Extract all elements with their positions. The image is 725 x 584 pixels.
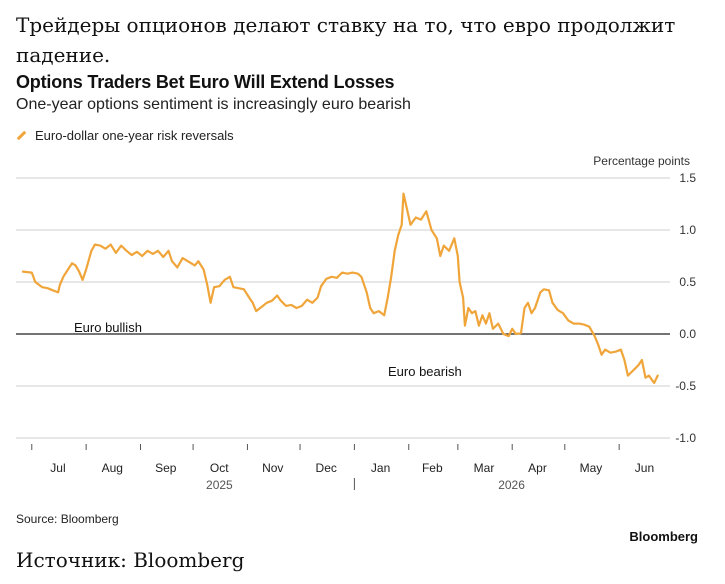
- x-tick-label: Oct: [210, 461, 229, 475]
- series-line-risk-reversals: [21, 192, 659, 384]
- x-tick-label: Aug: [102, 461, 123, 475]
- legend-label: Euro-dollar one-year risk reversals: [35, 128, 234, 143]
- chart-title: Options Traders Bet Euro Will Extend Los…: [16, 72, 395, 92]
- bloomberg-logo: Bloomberg: [629, 529, 698, 544]
- translated-source: Источник: Bloomberg: [16, 548, 245, 572]
- y-tick-label: 1.5: [679, 171, 696, 185]
- y-tick-label: 0.0: [679, 327, 696, 341]
- source-note: Source: Bloomberg: [16, 512, 119, 526]
- x-tick-label: May: [580, 461, 603, 475]
- legend: Euro-dollar one-year risk reversals: [16, 128, 234, 143]
- y-tick-label: 1.0: [679, 223, 696, 237]
- x-tick-label: Nov: [262, 461, 283, 475]
- x-tick-label: Sep: [155, 461, 177, 475]
- line-chart: 1.5 1.0 0.5 0.0 -0.5 -1.0 Jul Aug Sep Oct Nov Dec Ja…: [16, 171, 696, 492]
- x-tick-label: Jan: [371, 461, 390, 475]
- x-tick-label: Jun: [635, 461, 654, 475]
- year-label: 2026: [498, 478, 525, 492]
- year-label: 2025: [206, 478, 233, 492]
- annotation-euro-bearish: Euro bearish: [388, 364, 462, 379]
- x-tick-label: Apr: [528, 461, 547, 475]
- y-tick-label: -1.0: [675, 431, 696, 445]
- x-tick-label: Feb: [422, 461, 443, 475]
- annotation-euro-bullish: Euro bullish: [74, 320, 142, 335]
- y-tick-label: -0.5: [675, 379, 696, 393]
- x-tick-label: Mar: [474, 461, 495, 475]
- y-tick-label: 0.5: [679, 275, 696, 289]
- translated-headline: Трейдеры опционов делают ставку на то, ч…: [16, 13, 676, 67]
- y-axis-unit-label: Percentage points: [593, 154, 690, 168]
- x-tick-label: Dec: [316, 461, 337, 475]
- chart-card: Options Traders Bet Euro Will Extend Los…: [16, 70, 706, 550]
- x-tick-label: Jul: [50, 461, 65, 475]
- chart-subtitle: One-year options sentiment is increasing…: [16, 96, 411, 113]
